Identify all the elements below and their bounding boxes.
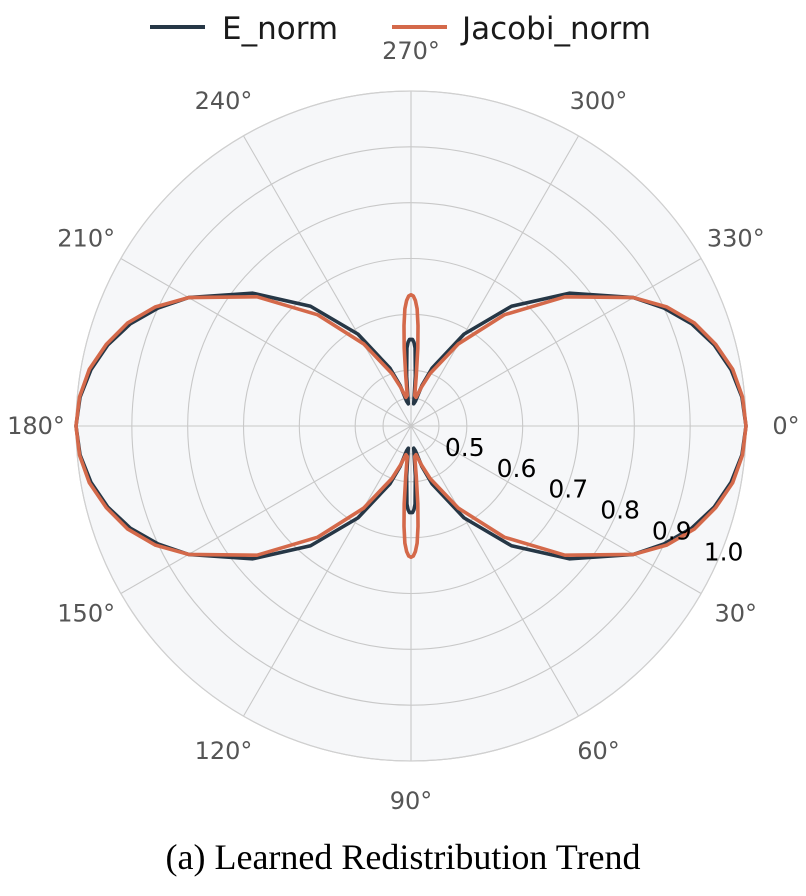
radial-tick-label: 0.9 (652, 517, 692, 546)
angle-tick-label: 90° (390, 787, 433, 815)
series-layer (74, 291, 748, 561)
radial-tick-label: 0.8 (600, 496, 640, 525)
angle-tick-label: 300° (570, 87, 628, 115)
grid-spoke (410, 425, 702, 594)
radial-tick-label: 0.7 (548, 475, 588, 504)
legend-label-e-norm: E_norm (222, 11, 338, 47)
angular-tick-labels: 0° 30° 60° 90° 120° 150° 180° 210° 240° 270° 300° 3… (7, 37, 800, 815)
angle-tick-label: 180° (7, 412, 65, 440)
legend-entry-jacobi-norm: Jacobi_norm (392, 11, 651, 47)
grid-spoke (410, 425, 579, 717)
grid-spoke (243, 135, 412, 427)
radial-tick-label: 0.6 (497, 454, 537, 483)
legend: E_norm Jacobi_norm (150, 11, 651, 47)
radial-tick-labels: 0.5 0.6 0.7 0.8 0.9 1.0 (445, 433, 744, 567)
angle-tick-label: 240° (195, 87, 253, 115)
angle-tick-label: 60° (577, 737, 620, 765)
grid-spoke (410, 258, 702, 427)
angular-grid-spokes (76, 91, 746, 761)
grid-spoke (410, 135, 579, 427)
angle-tick-label: 120° (195, 737, 253, 765)
angle-tick-label: 150° (57, 600, 115, 628)
series-line-jacobi-norm (74, 292, 748, 560)
polar-plot-area: 0° 30° 60° 90° 120° 150° 180° 210° 240° 270° 300° 3… (7, 37, 800, 815)
figure-caption: (a) Learned Redistribution Trend (166, 837, 641, 877)
radial-tick-label: 0.5 (445, 433, 485, 462)
angle-tick-label: 30° (715, 600, 758, 628)
angle-tick-label: 270° (382, 37, 440, 65)
grid-spoke (120, 258, 412, 427)
legend-label-jacobi-norm: Jacobi_norm (460, 11, 651, 47)
grid-spoke (120, 425, 412, 594)
radial-tick-label: 1.0 (704, 538, 744, 567)
grid-spoke (243, 425, 412, 717)
angle-tick-label: 0° (772, 412, 799, 440)
legend-entry-e-norm: E_norm (150, 11, 338, 47)
angle-tick-label: 330° (707, 225, 765, 253)
angle-tick-label: 210° (57, 225, 115, 253)
